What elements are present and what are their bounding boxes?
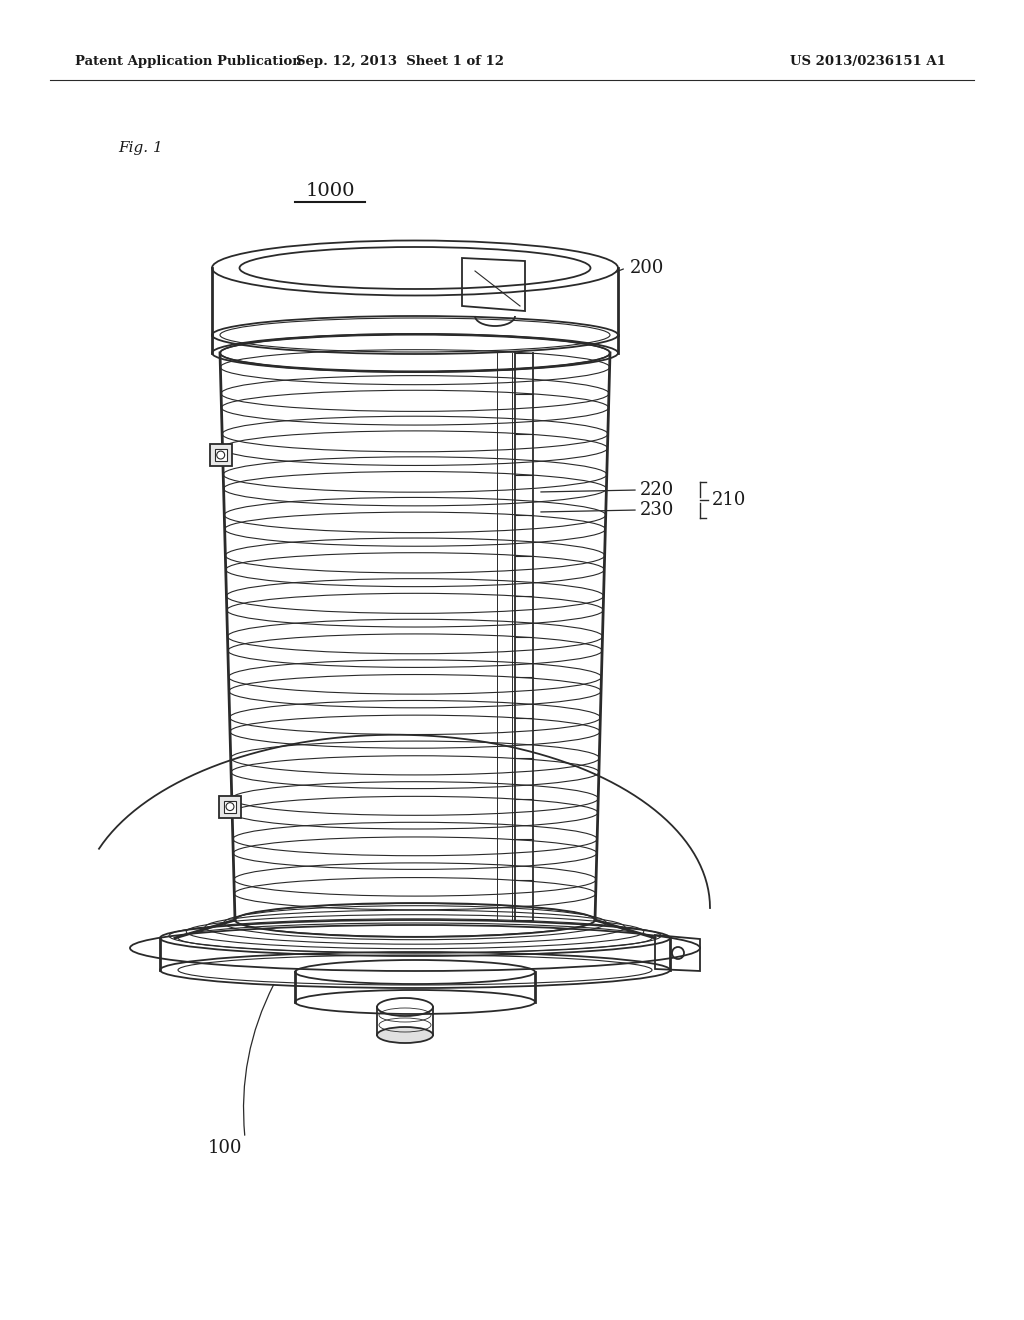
Text: 220: 220 <box>640 480 674 499</box>
Ellipse shape <box>377 1027 433 1043</box>
FancyBboxPatch shape <box>219 796 241 817</box>
Text: 100: 100 <box>208 1139 243 1158</box>
Text: 230: 230 <box>640 502 675 519</box>
Text: 1000: 1000 <box>305 182 354 201</box>
Text: US 2013/0236151 A1: US 2013/0236151 A1 <box>790 55 946 69</box>
Text: 200: 200 <box>630 259 665 277</box>
FancyBboxPatch shape <box>210 444 231 466</box>
Text: 210: 210 <box>712 491 746 510</box>
FancyBboxPatch shape <box>215 449 226 461</box>
FancyBboxPatch shape <box>224 801 237 813</box>
Text: Fig. 1: Fig. 1 <box>118 141 163 154</box>
Text: Patent Application Publication: Patent Application Publication <box>75 55 302 69</box>
Text: Sep. 12, 2013  Sheet 1 of 12: Sep. 12, 2013 Sheet 1 of 12 <box>296 55 504 69</box>
